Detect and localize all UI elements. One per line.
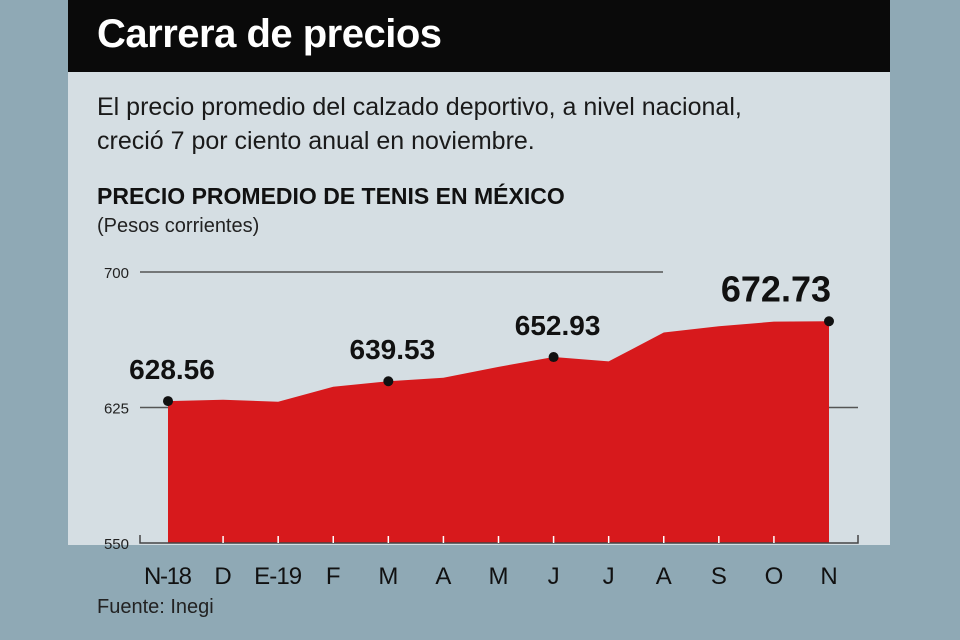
x-tick-label: N-18 xyxy=(144,563,192,590)
x-tick-label: S xyxy=(711,563,727,590)
x-tick-label: D xyxy=(214,563,231,590)
y-tick-label: 700 xyxy=(104,265,129,282)
subtitle: El precio promedio del calzado deportivo… xyxy=(97,90,877,158)
x-tick-label: O xyxy=(765,563,784,590)
x-tick-label: A xyxy=(656,563,672,590)
y-tick-label: 625 xyxy=(104,401,129,418)
x-tick-label: J xyxy=(603,563,615,590)
data-label: 628.56 xyxy=(129,354,215,385)
x-tick-label: J xyxy=(548,563,560,590)
x-tick-label: M xyxy=(489,563,509,590)
data-point-marker xyxy=(548,352,559,363)
price-area xyxy=(168,321,829,543)
subtitle-line-1: El precio promedio del calzado deportivo… xyxy=(97,93,742,121)
data-point-marker xyxy=(383,376,394,387)
page-title: Carrera de precios xyxy=(97,12,442,56)
x-tick-label: F xyxy=(326,563,341,590)
x-tick-label: E-19 xyxy=(254,563,302,590)
header-bar xyxy=(68,0,890,72)
chart-title: PRECIO PROMEDIO DE TENIS EN MÉXICO xyxy=(97,183,565,209)
data-point-marker xyxy=(163,396,173,407)
x-tick-label: A xyxy=(435,563,451,590)
data-label: 672.73 xyxy=(721,268,831,309)
axis-band xyxy=(0,545,960,640)
data-point-marker xyxy=(824,316,834,327)
y-tick-label: 550 xyxy=(104,536,129,553)
chart-unit: (Pesos corrientes) xyxy=(97,215,260,237)
data-label: 652.93 xyxy=(515,310,601,341)
subtitle-line-2: creció 7 por ciento anual en noviembre. xyxy=(97,127,535,155)
source-note: Fuente: Inegi xyxy=(97,596,214,618)
x-tick-label: M xyxy=(378,563,398,590)
x-tick-label: N xyxy=(820,563,837,590)
data-label: 639.53 xyxy=(350,334,436,365)
